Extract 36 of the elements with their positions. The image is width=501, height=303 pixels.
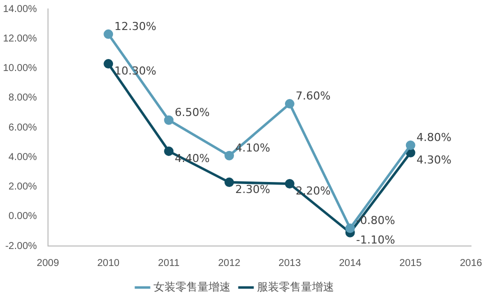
data-label: 2.30%	[235, 183, 270, 196]
x-tick-label: 2012	[218, 258, 241, 269]
data-label: 4.30%	[416, 154, 452, 167]
x-tick-label: 2015	[399, 258, 422, 269]
y-tick-label: -2.00%	[5, 240, 38, 252]
point	[224, 178, 234, 188]
point	[224, 150, 234, 160]
data-label: 6.50%	[174, 106, 210, 119]
data-label: 12.30%	[114, 20, 156, 34]
y-tick-label: 14.00%	[2, 4, 38, 15]
point	[164, 146, 174, 156]
point	[104, 59, 114, 69]
y-tick-label: 4.00%	[8, 152, 38, 163]
y-tick-label: 0.00%	[8, 211, 38, 222]
data-label: 4.80%	[416, 131, 452, 144]
x-tick-label: 2014	[338, 258, 362, 269]
point	[345, 223, 355, 233]
point	[284, 99, 294, 109]
legend-label: 女装零售量增速	[154, 280, 230, 294]
data-label: -1.10%	[356, 234, 396, 247]
y-tick-label: 8.00%	[8, 92, 38, 104]
x-tick-label: 2016	[460, 258, 483, 269]
legend-label: 服装零售量增速	[257, 280, 334, 294]
point	[104, 29, 114, 39]
x-tick-label: 2009	[36, 258, 60, 269]
point	[164, 115, 174, 125]
data-label: 7.60%	[296, 90, 331, 103]
y-tick-label: 12.00%	[2, 33, 38, 44]
x-tick-label: 2013	[278, 258, 302, 269]
point	[284, 179, 294, 189]
x-tick-label: 2011	[158, 258, 180, 269]
y-tick-label: 6.00%	[8, 122, 38, 134]
y-tick-label: 10.00%	[2, 63, 38, 74]
point	[406, 140, 416, 150]
x-tick-label: 2010	[97, 258, 120, 269]
y-tick-label: 2.00%	[8, 182, 38, 192]
